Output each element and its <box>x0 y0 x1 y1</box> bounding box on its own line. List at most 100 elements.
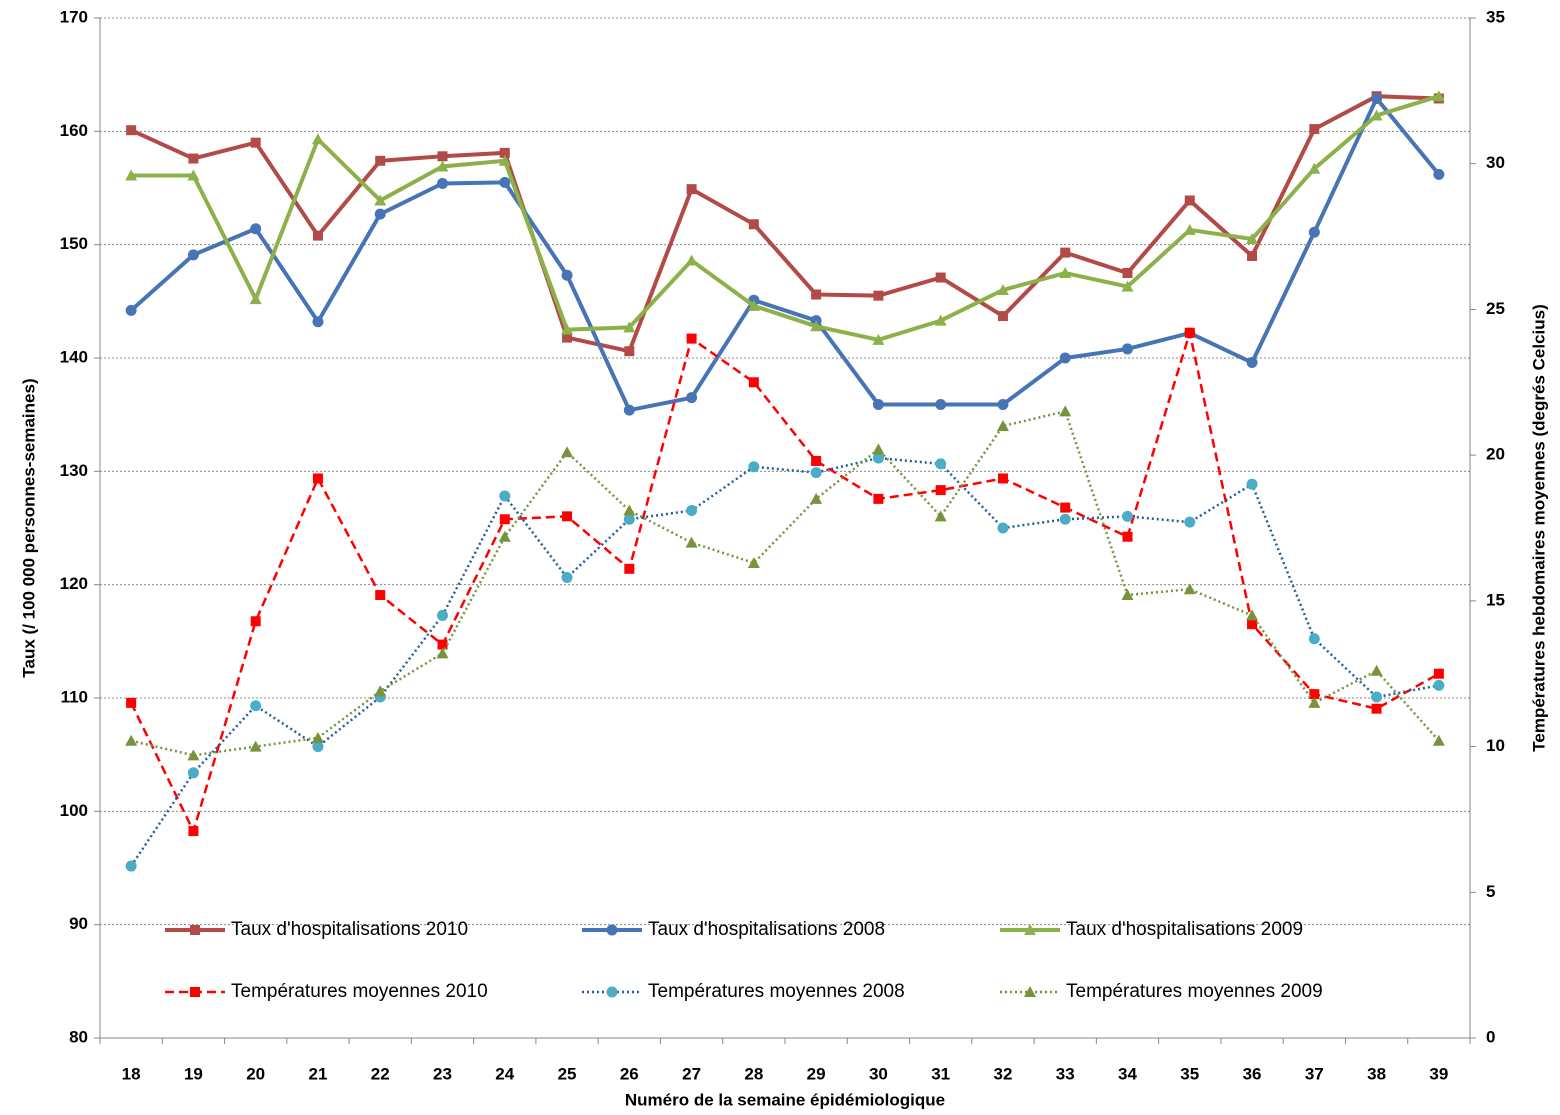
marker <box>561 269 573 281</box>
marker <box>935 485 946 496</box>
y-tick-label: 170 <box>60 7 88 26</box>
marker <box>561 572 573 584</box>
legend-label: Températures moyennes 2009 <box>1066 981 1323 1002</box>
marker <box>188 153 199 164</box>
series-line <box>129 94 1441 413</box>
marker <box>188 826 199 837</box>
marker <box>125 860 137 872</box>
x-tick-label: 39 <box>1429 1064 1448 1083</box>
marker <box>624 346 635 357</box>
y2-tick-label: 0 <box>1486 1027 1495 1046</box>
marker <box>810 467 822 479</box>
marker <box>437 151 448 162</box>
marker <box>873 290 884 301</box>
marker <box>810 492 823 504</box>
marker <box>1309 124 1320 135</box>
y-tick-label: 140 <box>60 347 88 366</box>
marker <box>249 740 262 752</box>
marker <box>126 697 137 708</box>
y-tick-label: 130 <box>60 461 88 480</box>
legend-label: Taux d'hospitalisations 2010 <box>231 919 468 940</box>
x-tick-label: 35 <box>1180 1064 1199 1083</box>
marker <box>1308 696 1321 708</box>
marker <box>811 289 822 300</box>
x-tick-label: 27 <box>682 1064 701 1083</box>
marker <box>375 590 386 601</box>
marker <box>1246 478 1258 490</box>
marker <box>1433 168 1445 180</box>
marker <box>125 169 138 181</box>
marker <box>996 284 1009 295</box>
marker <box>436 647 449 659</box>
marker <box>126 125 137 136</box>
x-tick-label: 20 <box>246 1064 265 1083</box>
x-tick-label: 25 <box>558 1064 577 1083</box>
x-tick-label: 31 <box>931 1064 950 1083</box>
marker <box>1122 343 1133 355</box>
marker <box>187 249 199 261</box>
marker <box>1059 352 1071 364</box>
marker <box>499 147 510 158</box>
marker <box>748 377 759 388</box>
marker <box>1059 405 1072 417</box>
marker <box>1183 583 1196 595</box>
marker <box>686 505 698 517</box>
marker <box>561 446 574 458</box>
x-tick-label: 24 <box>495 1064 514 1083</box>
marker <box>811 455 822 466</box>
marker <box>1122 531 1133 542</box>
series-line <box>130 327 1440 835</box>
y2-tick-label: 5 <box>1486 882 1495 901</box>
x-tick-label: 29 <box>807 1064 826 1083</box>
marker <box>623 404 635 416</box>
y-tick-label: 80 <box>69 1027 88 1046</box>
x-tick-label: 30 <box>869 1064 888 1083</box>
x-tick-label: 38 <box>1367 1064 1386 1083</box>
marker <box>250 700 262 712</box>
marker <box>1432 734 1445 746</box>
marker <box>1246 357 1258 369</box>
y-tick-label: 160 <box>60 121 88 140</box>
marker <box>499 176 511 188</box>
marker <box>437 609 448 621</box>
marker <box>1370 664 1383 676</box>
x-tick-label: 33 <box>1056 1064 1075 1083</box>
marker <box>1371 92 1383 104</box>
marker <box>1371 691 1383 703</box>
marker <box>1308 162 1321 174</box>
legend-label: Températures moyennes 2008 <box>648 981 905 1002</box>
marker <box>312 230 323 241</box>
marker <box>935 272 946 283</box>
x-tick-label: 28 <box>744 1064 763 1083</box>
marker <box>312 473 323 484</box>
marker <box>187 169 200 181</box>
marker <box>624 563 635 574</box>
marker <box>375 155 386 166</box>
marker <box>125 734 138 746</box>
marker <box>872 452 884 464</box>
x-tick-label: 34 <box>1118 1064 1137 1083</box>
y-tick-label: 150 <box>60 234 88 253</box>
marker <box>1184 327 1195 338</box>
y2-tick-label: 20 <box>1486 445 1505 464</box>
marker <box>748 219 759 230</box>
marker <box>686 333 697 344</box>
marker <box>1247 251 1258 261</box>
marker <box>810 320 823 332</box>
marker <box>1122 268 1133 278</box>
marker <box>1060 247 1071 258</box>
x-tick-label: 19 <box>184 1064 203 1083</box>
marker <box>498 154 511 166</box>
x-tick-label: 36 <box>1243 1064 1262 1083</box>
marker <box>187 749 200 761</box>
marker <box>685 254 698 266</box>
marker <box>250 223 262 235</box>
x-tick-label: 37 <box>1305 1064 1324 1083</box>
marker <box>685 536 698 548</box>
marker <box>250 616 261 627</box>
marker <box>562 332 573 343</box>
marker <box>747 299 760 311</box>
marker <box>312 316 324 328</box>
series-line <box>131 94 1440 342</box>
marker <box>562 511 573 522</box>
